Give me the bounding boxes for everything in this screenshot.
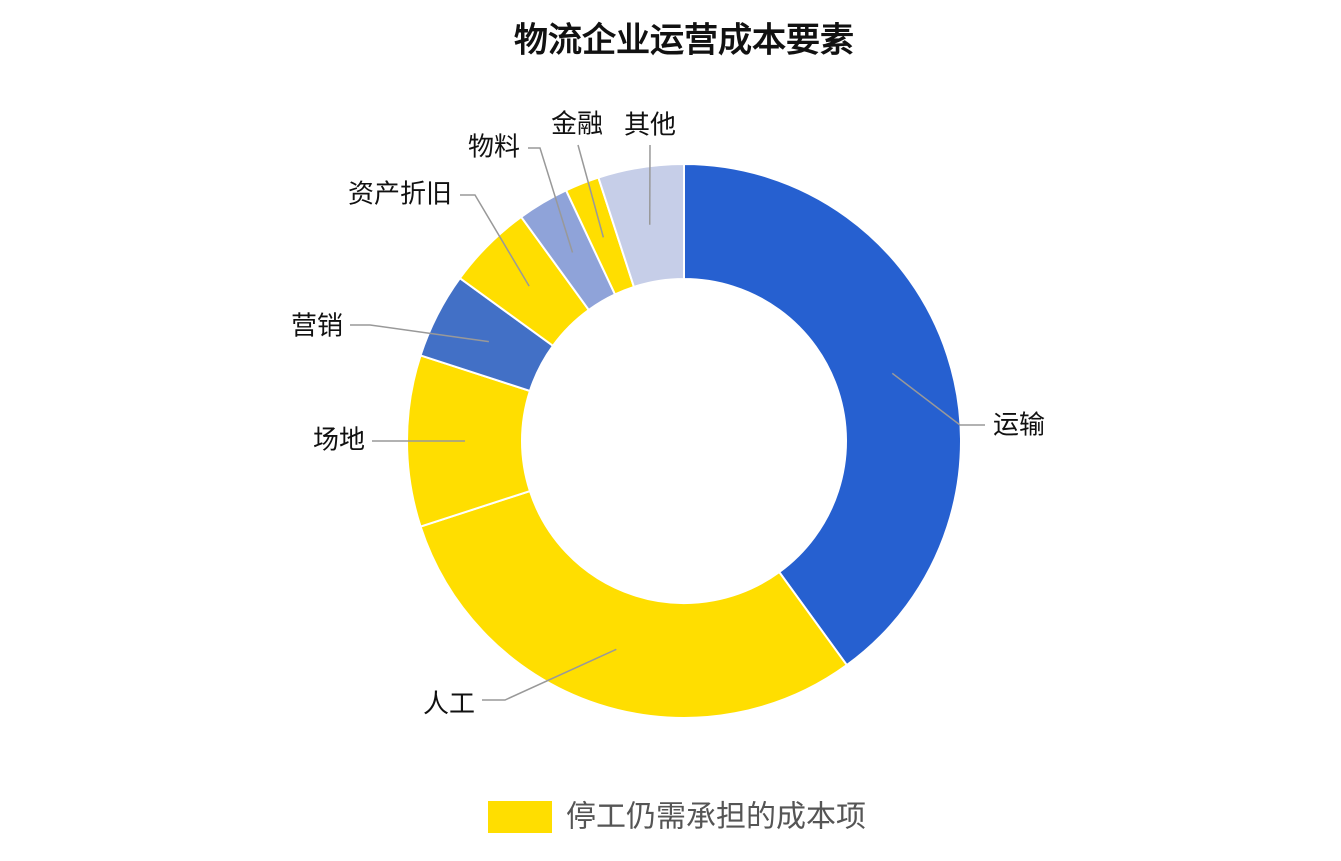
- slice-label: 人工: [423, 690, 475, 720]
- slice-label: 营销: [291, 312, 343, 342]
- slice-label: 物料: [468, 133, 520, 163]
- chart-title: 物流企业运营成本要素: [514, 21, 854, 61]
- slice-label: 运输: [993, 411, 1045, 441]
- leader-line: [528, 147, 574, 253]
- leader-line: [891, 372, 985, 426]
- leader-line: [577, 144, 605, 238]
- leader-line: [350, 324, 489, 343]
- slice-label: 资产折旧: [348, 180, 452, 210]
- leader-line: [460, 194, 530, 287]
- slice-label: 其他: [624, 111, 676, 141]
- slice-label: 金融: [551, 110, 603, 140]
- legend-swatch: [488, 801, 552, 833]
- leader-line: [482, 648, 617, 701]
- legend-label: 停工仍需承担的成本项: [566, 800, 866, 835]
- donut-slice: [683, 162, 962, 667]
- donut-slice: [419, 489, 849, 719]
- slice-label: 场地: [313, 426, 365, 456]
- donut-slice: [597, 162, 685, 289]
- legend: 停工仍需承担的成本项: [488, 800, 866, 835]
